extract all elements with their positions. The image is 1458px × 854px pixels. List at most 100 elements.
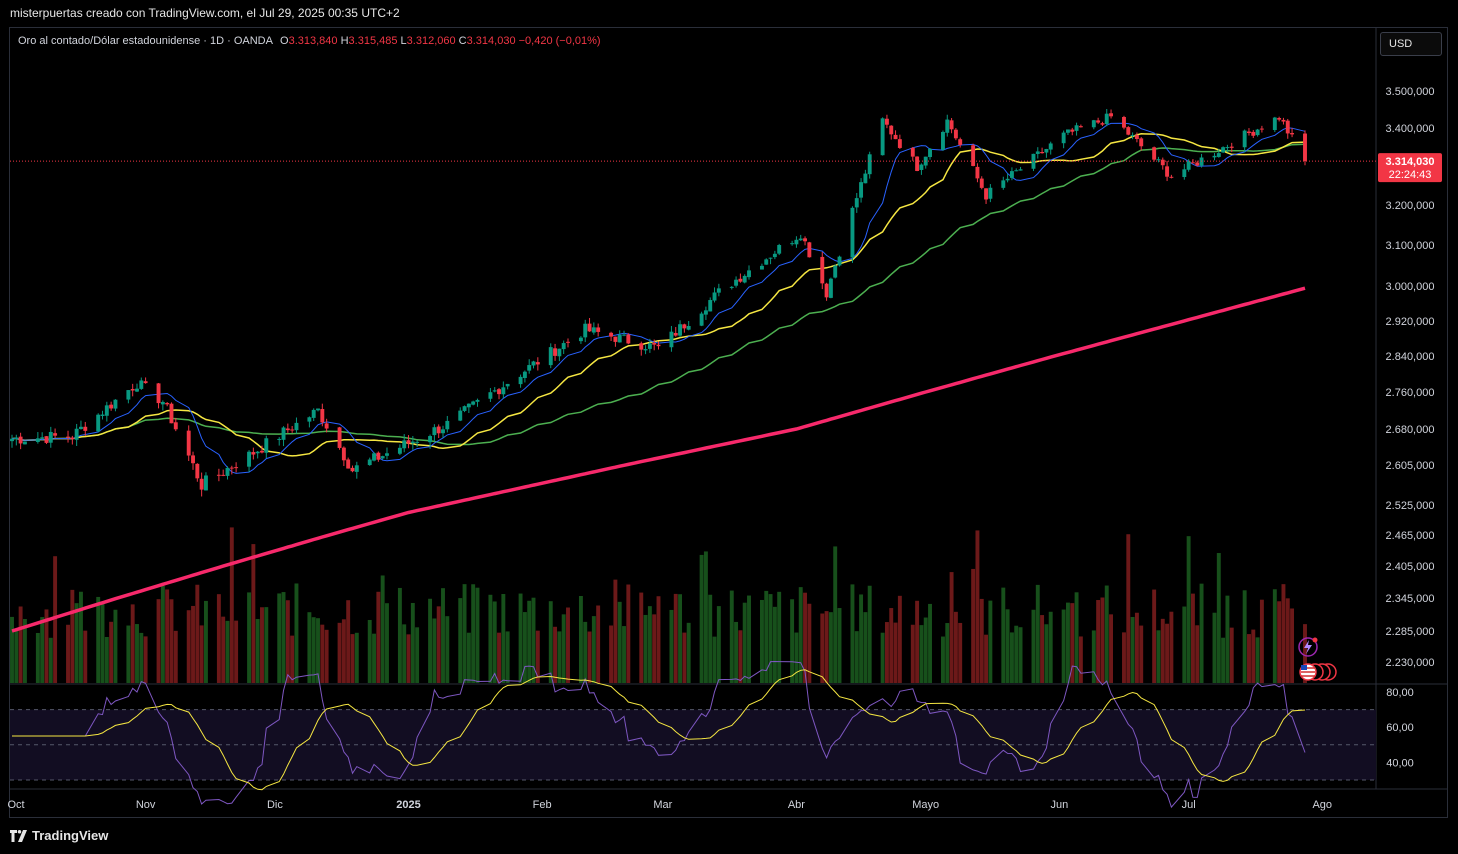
volume-bar — [70, 589, 75, 683]
candle-body — [281, 427, 286, 440]
candle-body — [884, 118, 889, 125]
candle-body — [790, 243, 795, 245]
volume-bar — [850, 584, 855, 683]
candle-body — [1225, 147, 1230, 149]
time-tick-label: Dic — [267, 799, 283, 811]
volume-bar — [471, 584, 476, 683]
candle-body — [385, 453, 389, 456]
price-tick-label: 2.465,000 — [1386, 530, 1435, 542]
candle-body — [975, 166, 980, 179]
candle-body — [910, 147, 915, 157]
candle-body — [406, 440, 411, 444]
candle-body — [397, 447, 402, 454]
volume-bar — [1242, 590, 1247, 683]
candle-body — [979, 178, 984, 188]
close-value: 3.314,030 — [466, 35, 516, 47]
candle-body — [742, 275, 747, 283]
volume-bar — [682, 632, 687, 683]
candle-body — [505, 383, 510, 387]
candle-body — [803, 238, 807, 242]
volume-bar — [613, 579, 618, 683]
volume-bar — [1190, 593, 1195, 683]
volume-bar — [548, 601, 553, 683]
candle-body — [837, 256, 842, 266]
price-tick-label: 3.000,000 — [1386, 281, 1435, 293]
time-tick-label: Feb — [533, 799, 552, 811]
candle-body — [354, 465, 359, 472]
volume-bar — [1100, 597, 1105, 683]
volume-bar — [622, 626, 626, 683]
volume-bar — [1109, 614, 1114, 683]
volume-bar — [1014, 625, 1019, 683]
price-tick-label: 2.230,000 — [1386, 657, 1435, 669]
candle-body — [475, 399, 480, 402]
volume-bar — [428, 598, 433, 683]
volume-bar — [742, 602, 747, 683]
candle-body — [367, 459, 372, 466]
candle-body — [104, 405, 109, 416]
candle-body — [1126, 127, 1131, 135]
price-tick-label: 2.525,000 — [1386, 500, 1435, 512]
candle-body — [96, 414, 101, 432]
time-tick-label: Jun — [1050, 799, 1068, 811]
candle-body — [70, 437, 75, 440]
candle-body — [14, 437, 19, 440]
volume-bar — [919, 625, 924, 683]
symbol-name[interactable]: Oro al contado/Dólar estadounidense · 1D… — [18, 35, 273, 47]
candle-body — [436, 426, 441, 434]
candle-body — [156, 383, 161, 404]
volume-bar — [678, 594, 683, 683]
volume-bar — [617, 601, 622, 683]
candle-body — [859, 182, 864, 198]
volume-bar — [759, 599, 764, 683]
candle-body — [1078, 126, 1083, 128]
volume-bar — [156, 599, 161, 683]
candle-body — [734, 279, 739, 286]
candle-body — [488, 392, 493, 399]
volume-bar — [777, 591, 782, 683]
candle-body — [1014, 170, 1019, 172]
volume-bar — [790, 599, 795, 683]
candle-body — [35, 438, 40, 442]
volume-bar — [229, 527, 234, 683]
candle-body — [703, 310, 708, 315]
volume-bar — [703, 551, 708, 683]
high-value: 3.315,485 — [348, 35, 398, 47]
volume-bar — [492, 601, 497, 683]
volume-bar — [1126, 534, 1131, 683]
volume-bar — [1096, 600, 1101, 683]
candle-body — [1160, 159, 1165, 166]
candle-body — [712, 292, 717, 301]
candle-body — [1040, 152, 1045, 154]
volume-bar — [346, 600, 351, 683]
candle-body — [1065, 129, 1070, 133]
currency-button[interactable]: USD — [1380, 32, 1442, 56]
volume-bar — [497, 632, 501, 683]
open-value: 3.313,840 — [288, 35, 338, 47]
volume-bar — [221, 616, 226, 683]
candle-body — [609, 332, 614, 337]
volume-bar — [1156, 630, 1161, 683]
volume-bar — [522, 612, 527, 683]
ma-20-line — [11, 133, 1306, 457]
price-tag-countdown: 22:24:43 — [1389, 169, 1432, 181]
candle-body — [320, 409, 325, 423]
candle-body — [462, 406, 467, 411]
volume-bar — [367, 619, 372, 683]
candle-body — [221, 474, 226, 476]
price-tick-label: 2.285,000 — [1386, 626, 1435, 638]
candle-body — [820, 256, 825, 284]
volume-bar — [216, 594, 221, 683]
candle-body — [1001, 180, 1006, 188]
volume-bar — [1259, 599, 1264, 683]
volume-bar — [1160, 618, 1165, 683]
volume-bar — [609, 625, 614, 683]
volume-bar — [165, 589, 170, 683]
volume-bar — [639, 592, 644, 683]
volume-bar — [135, 624, 139, 683]
volume-bar — [854, 631, 859, 683]
candle-body — [527, 365, 532, 371]
candle-body — [1100, 123, 1105, 125]
candle-body — [501, 387, 506, 395]
